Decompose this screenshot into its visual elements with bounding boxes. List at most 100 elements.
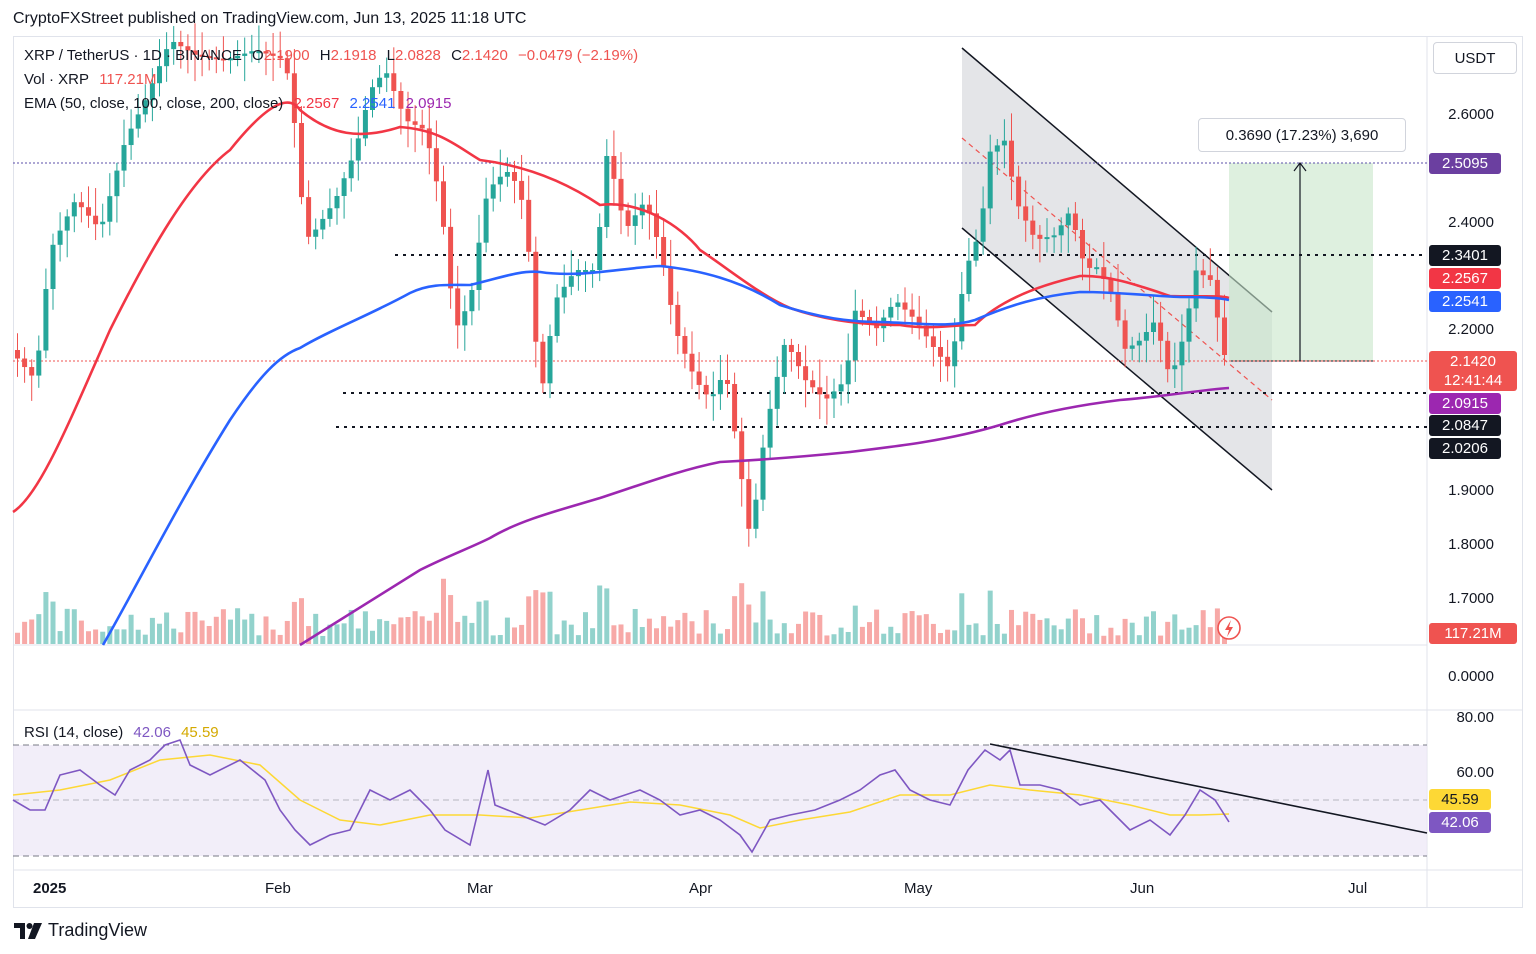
candle-body[interactable] (71, 202, 77, 217)
candle-body[interactable] (36, 350, 42, 376)
candle-body[interactable] (803, 366, 809, 381)
candle-body[interactable] (1151, 322, 1156, 332)
candle-body[interactable] (284, 58, 290, 74)
candle-body[interactable] (632, 215, 638, 226)
candle-body[interactable] (1101, 267, 1107, 279)
candle-body[interactable] (1129, 345, 1135, 349)
ema-label[interactable]: EMA (50, close, 100, close, 200, close) (24, 95, 284, 112)
rsi-label[interactable]: RSI (14, close) (24, 724, 124, 741)
candle-body[interactable] (923, 325, 929, 337)
candle-body[interactable] (1009, 140, 1014, 177)
candle-body[interactable] (888, 306, 894, 318)
candle-body[interactable] (235, 55, 241, 59)
candle-body[interactable] (313, 229, 319, 237)
candle-body[interactable] (618, 178, 624, 211)
candle-body[interactable] (1172, 365, 1178, 370)
candle-body[interactable] (1122, 320, 1128, 349)
candle-body[interactable] (157, 66, 162, 84)
candle-body[interactable] (646, 204, 652, 214)
candle-body[interactable] (213, 57, 219, 60)
candle-body[interactable] (29, 367, 35, 376)
candle-body[interactable] (1158, 322, 1164, 341)
volume-label[interactable]: Vol · XRP (24, 71, 90, 88)
candle-body[interactable] (966, 260, 972, 294)
candle-body[interactable] (86, 207, 91, 216)
candle-body[interactable] (540, 341, 546, 384)
candle-body[interactable] (1136, 340, 1142, 346)
candle-body[interactable] (732, 384, 738, 432)
candle-body[interactable] (362, 110, 368, 139)
candle-body[interactable] (1058, 225, 1064, 236)
candle-body[interactable] (433, 148, 439, 182)
candle-body[interactable] (107, 196, 113, 222)
candle-body[interactable] (952, 341, 958, 367)
candle-body[interactable] (583, 270, 588, 272)
candle-body[interactable] (746, 479, 752, 529)
candle-body[interactable] (668, 267, 674, 305)
candle-body[interactable] (753, 499, 759, 529)
candle-body[interactable] (611, 156, 617, 179)
candle-body[interactable] (341, 178, 347, 196)
candle-body[interactable] (398, 91, 404, 109)
lightning-icon[interactable] (1217, 616, 1241, 640)
candle-body[interactable] (817, 387, 823, 395)
candle-body[interactable] (710, 394, 716, 397)
candle-body[interactable] (448, 226, 454, 289)
candle-body[interactable] (774, 376, 780, 409)
candle-body[interactable] (625, 210, 631, 226)
candle-body[interactable] (320, 218, 326, 230)
candle-body[interactable] (526, 199, 532, 252)
candle-body[interactable] (1165, 340, 1171, 370)
candle-body[interactable] (15, 350, 20, 359)
candle-body[interactable] (228, 58, 233, 61)
channel-lower[interactable] (961, 227, 1273, 491)
candle-body[interactable] (128, 128, 134, 146)
candle-body[interactable] (1094, 267, 1100, 270)
candle-body[interactable] (895, 302, 901, 307)
candle-body[interactable] (725, 380, 730, 384)
candle-body[interactable] (959, 294, 965, 342)
candle-body[interactable] (1016, 176, 1022, 207)
candle-body[interactable] (391, 73, 397, 91)
candle-body[interactable] (788, 344, 794, 352)
candle-body[interactable] (994, 145, 1000, 152)
candle-body[interactable] (902, 302, 908, 310)
candle-body[interactable] (1051, 235, 1057, 238)
candle-body[interactable] (1186, 308, 1192, 342)
candle-body[interactable] (277, 55, 283, 59)
candle-body[interactable] (604, 156, 610, 227)
candle-body[interactable] (852, 310, 858, 361)
rsi-line[interactable] (12, 739, 1230, 854)
candle-body[interactable] (114, 170, 120, 197)
candle-body[interactable] (149, 83, 155, 101)
candle-body[interactable] (78, 202, 84, 208)
candle-body[interactable] (185, 46, 191, 51)
candle-body[interactable] (270, 53, 276, 56)
candle-body[interactable] (412, 121, 418, 125)
candle-body[interactable] (1222, 317, 1227, 356)
candle-body[interactable] (661, 237, 667, 268)
candle-body[interactable] (57, 230, 63, 245)
candle-body[interactable] (1143, 332, 1149, 341)
candle-body[interactable] (519, 180, 525, 200)
candle-body[interactable] (1065, 213, 1071, 226)
candle-body[interactable] (306, 197, 312, 237)
candle-body[interactable] (1037, 234, 1043, 239)
candle-body[interactable] (462, 311, 468, 326)
candle-body[interactable] (597, 227, 603, 270)
candle-body[interactable] (547, 336, 553, 384)
candle-body[interactable] (1193, 270, 1199, 309)
ema200-line[interactable] (299, 386, 1230, 647)
candle-body[interactable] (100, 221, 106, 225)
candle-body[interactable] (164, 49, 170, 67)
candle-body[interactable] (64, 216, 70, 231)
candle-body[interactable] (554, 297, 560, 336)
ema50-line[interactable] (12, 101, 1230, 514)
candle-body[interactable] (1030, 220, 1036, 235)
candle-body[interactable] (384, 73, 390, 78)
candle-body[interactable] (242, 53, 248, 56)
candle-body[interactable] (916, 316, 922, 326)
candle-body[interactable] (419, 124, 425, 129)
candle-body[interactable] (512, 172, 517, 181)
